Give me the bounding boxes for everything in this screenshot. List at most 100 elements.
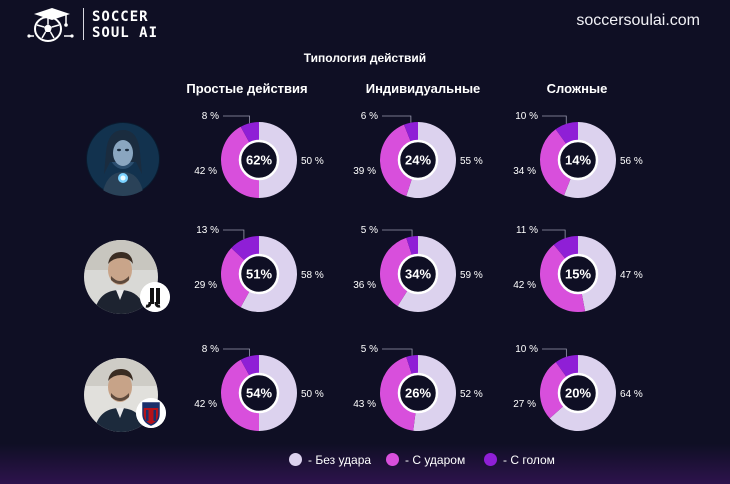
center-ring	[397, 372, 439, 414]
site-url: soccersoulai.com	[576, 12, 700, 29]
slice-with-shot	[379, 356, 416, 431]
label-no-shot: 59 %	[460, 270, 483, 281]
label-with-shot: 42 %	[194, 399, 217, 410]
slice-no-shot	[259, 122, 297, 198]
leader-line-with-goal	[542, 115, 567, 124]
donut-chart-r2-c2: 34% 59 % 36 % 5 %	[338, 214, 498, 334]
slice-with-shot	[380, 124, 412, 197]
legend-dot-with-shot	[386, 453, 399, 466]
slice-with-shot	[221, 126, 259, 198]
slice-no-shot	[240, 236, 297, 312]
center-value-label: 24%	[405, 153, 431, 168]
donut-chart-r3-c1: 54% 50 % 42 % 8 %	[179, 333, 339, 453]
label-with-goal: 11 %	[516, 225, 538, 236]
center-value-label: 14%	[565, 153, 591, 168]
donut-svg: 62% 50 % 42 % 8 %	[194, 111, 324, 198]
label-no-shot: 64 %	[620, 389, 643, 400]
bologna-logo-icon	[136, 398, 166, 428]
center-ring	[238, 139, 280, 181]
donut-chart-r1-c2: 24% 55 % 39 % 6 %	[338, 100, 498, 220]
leader-line-with-goal	[382, 115, 412, 123]
donut-svg: 15% 47 % 42 % 11 %	[513, 225, 643, 312]
legend-label-no-shot: - Без удара	[308, 453, 372, 467]
label-with-shot: 39 %	[353, 166, 376, 177]
legend-item-no-shot: - Без удара	[289, 453, 371, 467]
leader-line-with-goal	[223, 115, 250, 124]
label-no-shot: 56 %	[620, 156, 643, 167]
column-header-simple: Простые действия	[186, 81, 308, 96]
leader-line-with-goal	[382, 229, 413, 237]
slice-no-shot	[549, 355, 616, 431]
legend: - Без удара - С ударом - С голом	[0, 453, 730, 469]
label-with-goal: 5 %	[361, 225, 378, 236]
slice-no-shot	[406, 122, 456, 198]
donut-chart-r3-c2: 26% 52 % 43 % 5 %	[338, 333, 498, 453]
leader-line-with-goal	[223, 348, 250, 357]
label-no-shot: 47 %	[620, 270, 643, 281]
center-value-label: 54%	[246, 386, 272, 401]
center-ring	[557, 139, 599, 181]
label-no-shot: 50 %	[301, 389, 324, 400]
label-with-shot: 36 %	[353, 280, 376, 291]
label-with-goal: 8 %	[202, 344, 219, 355]
slice-with-goal	[555, 355, 578, 377]
label-with-goal: 5 %	[361, 344, 378, 355]
slice-with-goal	[231, 236, 259, 261]
slice-with-goal	[553, 236, 578, 259]
center-value-label: 62%	[246, 153, 272, 168]
label-with-shot: 42 %	[513, 280, 536, 291]
label-with-shot: 27 %	[513, 399, 536, 410]
logo-text: SOCCER SOUL AI	[92, 9, 158, 41]
label-no-shot: 52 %	[460, 389, 483, 400]
legend-item-with-goal: - С голом	[484, 453, 555, 467]
column-header-complex: Сложные	[546, 81, 608, 96]
logo: SOCCER SOUL AI	[26, 6, 196, 44]
legend-label-with-goal: - С голом	[503, 453, 555, 467]
label-with-shot: 42 %	[194, 166, 217, 177]
donut-chart-r2-c1: 51% 58 % 29 % 13 %	[179, 214, 339, 334]
juventus-logo-icon	[140, 282, 170, 312]
slice-with-goal	[240, 355, 259, 376]
legend-label-with-shot: - С ударом	[405, 453, 466, 467]
slice-with-shot	[540, 362, 567, 419]
label-with-goal: 13 %	[196, 225, 219, 236]
ai-avatar	[86, 122, 160, 196]
label-with-shot: 43 %	[353, 399, 376, 410]
donut-svg: 54% 50 % 42 % 8 %	[194, 344, 324, 431]
donut-chart-r1-c3: 14% 56 % 34 % 10 %	[498, 100, 658, 220]
center-ring	[557, 253, 599, 295]
center-ring	[238, 253, 280, 295]
logo-line-2: SOUL AI	[92, 25, 159, 41]
legend-item-with-shot: - С ударом	[386, 453, 465, 467]
center-value-label: 51%	[246, 267, 272, 282]
leader-line-with-goal	[382, 348, 413, 356]
label-no-shot: 50 %	[301, 156, 324, 167]
logo-separator	[83, 8, 84, 40]
legend-dot-with-goal	[484, 453, 497, 466]
bottom-glow	[0, 444, 730, 484]
slice-with-goal	[406, 236, 418, 255]
slice-with-goal	[404, 122, 418, 142]
slice-with-goal	[555, 122, 578, 144]
label-with-shot: 34 %	[513, 166, 536, 177]
donut-svg: 51% 58 % 29 % 13 %	[194, 225, 324, 312]
donut-svg: 14% 56 % 34 % 10 %	[513, 111, 643, 198]
center-ring	[397, 253, 439, 295]
donut-svg: 26% 52 % 43 % 5 %	[353, 344, 483, 431]
center-ring	[557, 372, 599, 414]
column-header-individual: Индивидуальные	[365, 81, 481, 96]
slice-no-shot	[578, 236, 616, 312]
leader-line-with-goal	[542, 348, 567, 357]
bologna-badge	[136, 398, 166, 428]
label-with-goal: 8 %	[202, 111, 219, 122]
slice-with-shot	[540, 129, 571, 196]
leader-line-with-goal	[542, 229, 566, 239]
donut-chart-r1-c1: 62% 50 % 42 % 8 %	[179, 100, 339, 220]
soccer-ball-graduation-cap-icon	[27, 8, 74, 42]
label-with-goal: 6 %	[361, 111, 378, 122]
center-ring	[397, 139, 439, 181]
slice-with-shot	[380, 237, 412, 307]
leader-line-with-goal	[223, 229, 245, 240]
donut-svg: 24% 55 % 39 % 6 %	[353, 111, 483, 198]
label-with-goal: 10 %	[515, 111, 538, 122]
